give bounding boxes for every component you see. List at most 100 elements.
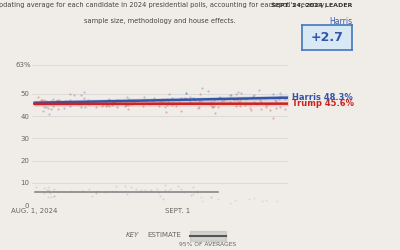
Point <box>55 190 61 194</box>
Point <box>123 192 130 196</box>
Point <box>39 98 46 102</box>
Point <box>53 99 59 103</box>
Point <box>102 104 109 108</box>
Point <box>140 104 146 108</box>
Point <box>178 96 184 100</box>
Point <box>71 100 77 104</box>
Point <box>110 102 116 106</box>
Point <box>128 185 134 189</box>
Point <box>227 93 234 97</box>
Point <box>164 100 171 104</box>
Point <box>148 188 154 192</box>
Point <box>98 104 105 108</box>
Point <box>181 190 187 194</box>
Point <box>78 105 84 109</box>
Point <box>41 186 47 190</box>
Point <box>208 100 214 104</box>
Point <box>35 95 42 99</box>
Point <box>55 101 62 105</box>
Point <box>86 102 92 106</box>
Point <box>159 197 166 201</box>
Point <box>114 98 120 102</box>
Point <box>67 92 73 96</box>
Point <box>62 99 69 103</box>
Point <box>163 97 170 101</box>
Point <box>186 100 193 104</box>
Point <box>162 183 168 187</box>
Point <box>246 197 252 201</box>
Text: KEY: KEY <box>125 232 139 238</box>
Point <box>193 101 199 105</box>
Point <box>85 98 92 102</box>
Point <box>175 98 182 102</box>
Point <box>74 101 81 105</box>
Point <box>108 100 115 104</box>
Point <box>162 105 168 109</box>
Point <box>114 105 120 109</box>
Point <box>233 104 240 108</box>
Point <box>238 91 244 95</box>
Point <box>114 102 120 106</box>
Point <box>236 104 243 108</box>
Point <box>230 98 237 102</box>
Point <box>112 189 119 193</box>
Point <box>93 189 100 193</box>
Point <box>105 98 112 102</box>
Point <box>43 105 49 109</box>
Point <box>269 101 275 105</box>
Point <box>89 194 96 198</box>
Point <box>126 102 133 106</box>
Point <box>101 190 108 194</box>
Point <box>182 96 188 100</box>
Point <box>86 187 92 191</box>
Text: Trump 45.6%: Trump 45.6% <box>292 99 354 108</box>
Point <box>240 96 246 100</box>
Point <box>46 191 53 195</box>
Point <box>106 104 112 108</box>
Point <box>40 109 46 113</box>
Point <box>78 189 85 193</box>
Point <box>228 94 234 98</box>
Point <box>270 92 276 96</box>
Point <box>97 99 103 103</box>
Point <box>211 98 217 102</box>
Point <box>106 97 112 101</box>
Point <box>209 106 216 110</box>
Point <box>241 104 248 108</box>
Point <box>195 106 201 110</box>
Point <box>208 104 214 108</box>
Point <box>158 100 165 104</box>
Point <box>147 102 153 105</box>
Point <box>110 100 117 104</box>
Point <box>282 97 288 101</box>
Point <box>217 96 223 100</box>
Point <box>88 99 94 103</box>
Point <box>50 97 56 101</box>
Point <box>33 100 39 104</box>
Point <box>41 98 47 102</box>
Point <box>272 98 278 102</box>
Point <box>205 89 211 93</box>
Point <box>181 97 188 101</box>
Point <box>112 100 118 104</box>
Point <box>143 98 149 102</box>
Point <box>45 186 51 190</box>
Point <box>257 98 263 102</box>
Point <box>282 107 289 111</box>
Point <box>191 98 198 102</box>
Point <box>126 97 133 101</box>
Point <box>50 104 57 108</box>
Point <box>235 90 241 94</box>
Point <box>104 103 110 107</box>
Point <box>236 100 243 104</box>
Point <box>276 97 282 101</box>
Point <box>161 98 167 102</box>
Point <box>190 192 196 196</box>
Point <box>44 106 51 110</box>
Point <box>208 195 214 199</box>
Point <box>64 99 70 103</box>
Point <box>194 190 200 194</box>
Point <box>67 98 73 102</box>
Point <box>263 103 270 107</box>
Point <box>41 190 47 194</box>
